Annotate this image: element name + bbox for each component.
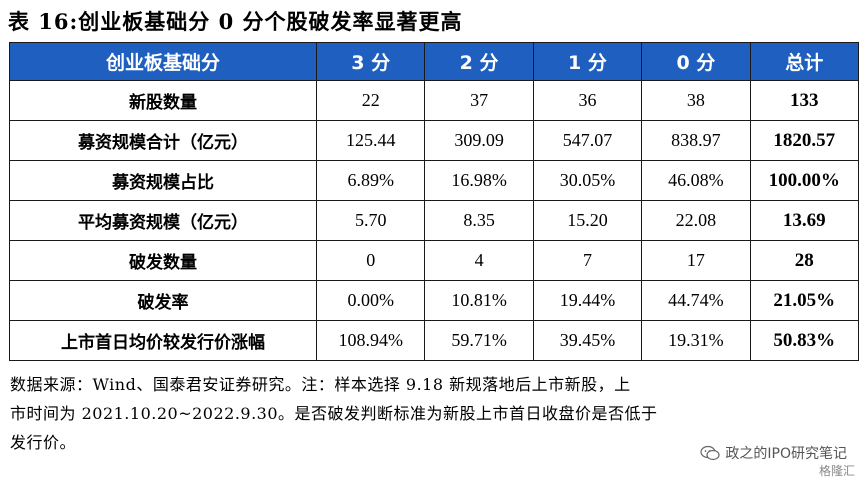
- table-cell: 37: [424, 80, 534, 121]
- row-label: 上市首日均价较发行价涨幅: [9, 320, 317, 361]
- table-cell: 0: [315, 240, 426, 281]
- table-row: 破发率 0.00% 10.81% 19.44% 44.74% 21.05%: [9, 280, 859, 321]
- table-row: 上市首日均价较发行价涨幅 108.94% 59.71% 39.45% 19.31…: [9, 320, 859, 361]
- table-cell: 22: [315, 80, 426, 121]
- table-cell: 547.07: [532, 120, 643, 161]
- table-cell: 309.09: [424, 120, 534, 161]
- table-cell: 108.94%: [315, 320, 426, 361]
- table-cell: 44.74%: [641, 280, 751, 321]
- table-row: 募资规模占比 6.89% 16.98% 30.05% 46.08% 100.00…: [9, 160, 859, 201]
- table-cell: 19.44%: [532, 280, 643, 321]
- column-header: 0 分: [641, 42, 751, 81]
- total-cell: 50.83%: [749, 320, 859, 361]
- table-cell: 7: [532, 240, 643, 281]
- row-label: 平均募资规模（亿元）: [9, 200, 317, 241]
- table-cell: 15.20: [532, 200, 643, 241]
- table-cell: 6.89%: [315, 160, 426, 201]
- table-cell: 8.35: [424, 200, 534, 241]
- table-row: 破发数量 0 4 7 17 28: [9, 240, 859, 281]
- column-header: 3 分: [315, 42, 426, 81]
- table-cell: 38: [641, 80, 751, 121]
- column-header: 创业板基础分: [9, 42, 317, 81]
- row-label: 募资规模占比: [9, 160, 317, 201]
- watermark: 政之的IPO研究笔记: [700, 443, 847, 463]
- data-table: 创业板基础分 3 分 2 分 1 分 0 分 总计 新股数量 22 37 36 …: [9, 42, 859, 361]
- table-cell: 17: [641, 240, 751, 281]
- table-cell: 59.71%: [424, 320, 534, 361]
- row-label: 募资规模合计（亿元）: [9, 120, 317, 161]
- row-label: 破发率: [9, 280, 317, 321]
- table-cell: 46.08%: [641, 160, 751, 201]
- watermark-text: 政之的IPO研究笔记: [725, 446, 847, 462]
- total-cell: 13.69: [749, 200, 859, 241]
- table-cell: 10.81%: [424, 280, 534, 321]
- column-header: 2 分: [424, 42, 534, 81]
- table-cell: 19.31%: [641, 320, 751, 361]
- total-cell: 21.05%: [749, 280, 859, 321]
- table-cell: 125.44: [315, 120, 426, 161]
- table-cell: 0.00%: [315, 280, 426, 321]
- row-label: 新股数量: [9, 80, 317, 121]
- table-cell: 5.70: [315, 200, 426, 241]
- table-row: 募资规模合计（亿元） 125.44 309.09 547.07 838.97 1…: [9, 120, 859, 161]
- total-cell: 28: [749, 240, 859, 281]
- brand-logo: 格隆汇: [818, 464, 855, 478]
- note-line: 发行价。: [10, 433, 77, 452]
- column-header: 1 分: [532, 42, 643, 81]
- total-cell: 1820.57: [749, 120, 859, 161]
- table-header-row: 创业板基础分 3 分 2 分 1 分 0 分 总计: [9, 42, 859, 81]
- total-cell: 133: [749, 80, 859, 121]
- table-row: 新股数量 22 37 36 38 133: [9, 80, 859, 121]
- table-cell: 16.98%: [424, 160, 534, 201]
- table-cell: 4: [424, 240, 534, 281]
- total-cell: 100.00%: [749, 160, 859, 201]
- table-cell: 838.97: [641, 120, 751, 161]
- wechat-icon: [700, 445, 721, 461]
- column-header: 总计: [749, 42, 859, 81]
- table-cell: 39.45%: [532, 320, 643, 361]
- table-title: 表 16:创业板基础分 0 分个股破发率显著更高: [8, 9, 463, 34]
- table-row: 平均募资规模（亿元） 5.70 8.35 15.20 22.08 13.69: [9, 200, 859, 241]
- note-line: 市时间为 2021.10.20~2022.9.30。是否破发判断标准为新股上市首…: [10, 404, 658, 423]
- source-note: 数据来源：Wind、国泰君安证券研究。注：样本选择 9.18 新规落地后上市新股…: [10, 370, 855, 457]
- note-line: 数据来源：Wind、国泰君安证券研究。注：样本选择 9.18 新规落地后上市新股…: [10, 375, 631, 394]
- table-cell: 30.05%: [532, 160, 643, 201]
- row-label: 破发数量: [9, 240, 317, 281]
- table-cell: 36: [532, 80, 643, 121]
- table-cell: 22.08: [641, 200, 751, 241]
